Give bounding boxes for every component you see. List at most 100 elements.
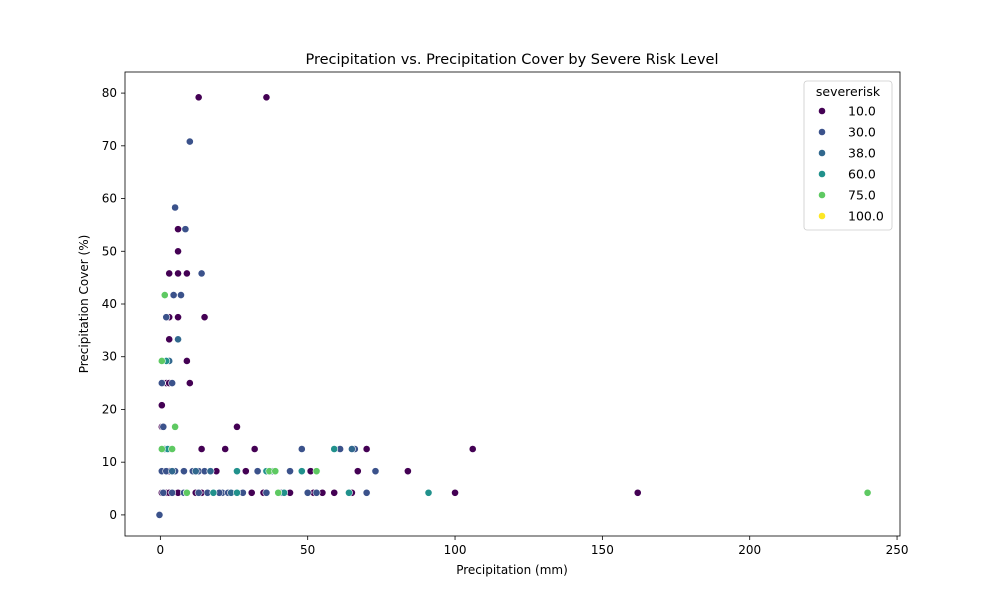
data-point — [633, 488, 642, 497]
data-point — [174, 313, 182, 322]
data-point — [160, 291, 169, 299]
data-point — [174, 269, 182, 278]
data-points — [155, 93, 872, 519]
y-tick-label: 40 — [102, 297, 117, 311]
data-point — [262, 488, 271, 497]
data-point — [182, 357, 191, 365]
data-point — [157, 357, 166, 365]
data-point — [168, 488, 177, 497]
y-tick-label: 80 — [102, 86, 117, 100]
data-point — [200, 313, 209, 322]
data-point — [312, 488, 321, 497]
data-point — [191, 467, 200, 476]
data-point — [165, 269, 174, 278]
data-point — [241, 467, 250, 476]
data-point — [233, 422, 241, 431]
data-point — [403, 467, 412, 476]
x-tick-label: 100 — [444, 543, 467, 557]
data-point — [250, 445, 259, 453]
data-point — [863, 488, 872, 497]
data-point — [165, 335, 174, 344]
data-point — [157, 401, 166, 410]
legend-label: 100.0 — [848, 209, 884, 224]
legend-title: severerisk — [816, 84, 881, 99]
data-point — [297, 445, 306, 453]
legend-label: 30.0 — [848, 125, 876, 140]
y-axis-label: Precipitation Cover (%) — [77, 235, 91, 374]
data-point — [233, 467, 241, 476]
x-tick-label: 0 — [157, 543, 165, 557]
data-point — [194, 93, 203, 102]
data-point — [197, 269, 206, 278]
data-point — [171, 203, 179, 212]
data-point — [286, 467, 294, 476]
x-axis-label: Precipitation (mm) — [456, 563, 568, 577]
data-point — [424, 488, 433, 497]
legend-marker — [818, 149, 826, 157]
data-point — [155, 511, 164, 519]
data-point — [253, 467, 262, 476]
y-tick-label: 0 — [109, 508, 117, 522]
data-point — [353, 467, 362, 476]
data-point — [451, 488, 459, 497]
data-point — [180, 467, 188, 476]
data-point — [206, 467, 215, 476]
legend-label: 75.0 — [848, 188, 876, 203]
y-tick-label: 60 — [102, 192, 117, 206]
legend-label: 10.0 — [848, 104, 876, 119]
y-tick-label: 30 — [102, 350, 117, 364]
data-point — [182, 269, 191, 278]
data-point — [330, 488, 339, 497]
data-point — [159, 422, 168, 431]
legend-frame — [803, 80, 893, 231]
data-point — [181, 225, 190, 234]
data-point — [168, 467, 177, 476]
data-point — [233, 488, 241, 497]
chart-title: Precipitation vs. Precipitation Cover by… — [305, 52, 718, 68]
x-tick-label: 250 — [886, 543, 909, 557]
plot-frame — [124, 71, 901, 537]
y-tick-label: 20 — [102, 402, 117, 416]
data-point — [312, 467, 321, 476]
data-point — [157, 379, 166, 387]
data-point — [262, 93, 271, 102]
data-point — [468, 445, 477, 453]
data-point — [182, 488, 191, 497]
data-point — [362, 445, 371, 453]
data-point — [177, 291, 185, 299]
x-tick-label: 50 — [300, 543, 315, 557]
legend-label: 38.0 — [848, 146, 876, 161]
data-point — [174, 247, 182, 256]
data-point — [174, 225, 182, 234]
legend-marker — [818, 191, 826, 199]
data-point — [185, 137, 194, 146]
x-tick-label: 150 — [591, 543, 614, 557]
data-point — [330, 445, 339, 453]
legend-marker — [818, 107, 826, 115]
data-point — [168, 379, 177, 387]
data-point — [345, 488, 353, 497]
data-point — [159, 488, 168, 497]
data-point — [362, 488, 371, 497]
y-tick-label: 70 — [102, 139, 117, 153]
data-point — [303, 488, 312, 497]
data-point — [157, 445, 166, 453]
data-point — [209, 488, 218, 497]
data-point — [174, 335, 182, 344]
legend-marker — [818, 128, 826, 136]
y-tick-label: 50 — [102, 244, 117, 258]
data-point — [197, 445, 206, 453]
legend-label: 60.0 — [848, 167, 876, 182]
y-axis-ticks: 0 10 20 30 40 50 60 70 80 — [102, 86, 125, 522]
data-point — [171, 422, 179, 431]
x-tick-label: 200 — [738, 543, 761, 557]
data-point — [185, 379, 194, 387]
y-tick-label: 10 — [102, 455, 117, 469]
data-point — [247, 488, 256, 497]
data-point — [194, 488, 203, 497]
legend-marker — [818, 170, 826, 178]
data-point — [162, 313, 171, 322]
data-point — [271, 467, 280, 476]
data-point — [221, 445, 230, 453]
